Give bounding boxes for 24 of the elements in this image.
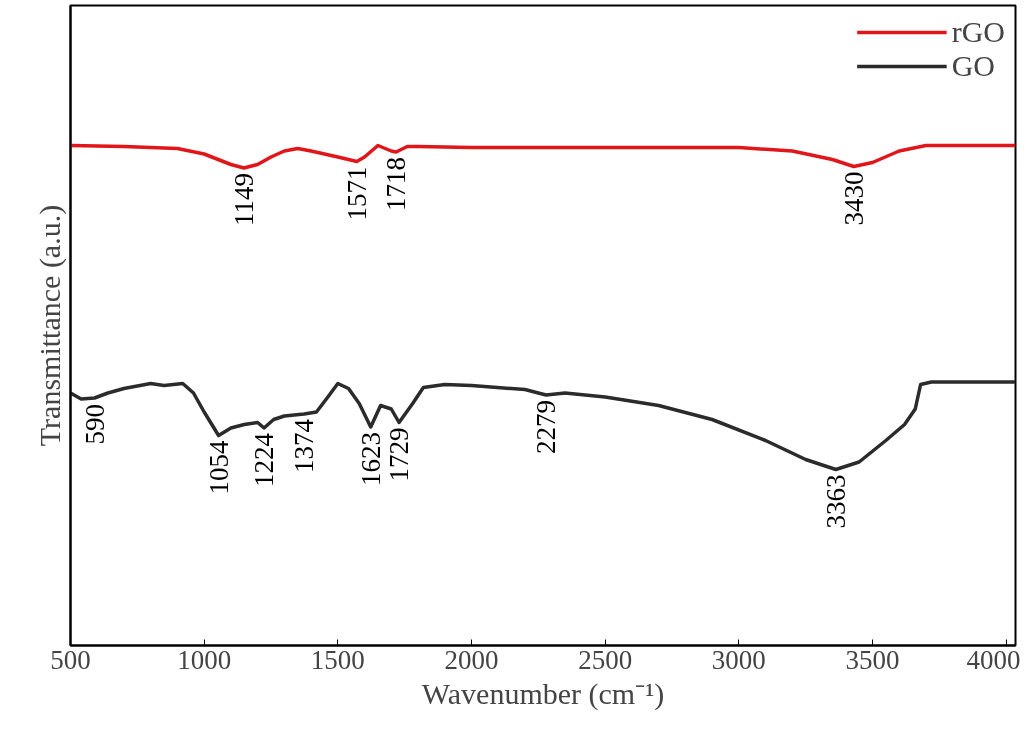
annotation: 3363 (820, 474, 851, 529)
legend-label: rGO (951, 15, 1005, 49)
annotation: 1718 (381, 157, 412, 211)
annotation: 1623 (355, 432, 386, 486)
annotation: 1149 (229, 173, 259, 226)
x-tick-label: 500 (50, 644, 91, 675)
x-tick-label: 3500 (845, 644, 900, 675)
y-axis-title: Transmittance (a.u.) (32, 204, 67, 447)
x-tick-label: 1500 (310, 644, 365, 675)
annotation: 1729 (384, 427, 415, 482)
x-tick-label: 2500 (578, 644, 633, 675)
x-tick-label: 4000 (966, 644, 1021, 675)
annotation: 3430 (838, 171, 869, 226)
x-tick-label: 3000 (711, 644, 766, 675)
annotation: 590 (79, 404, 110, 445)
annotation: 1571 (341, 166, 372, 221)
annotation: 2279 (531, 400, 562, 454)
legend-label: GO (951, 49, 996, 83)
x-tick-label: 1000 (177, 644, 232, 675)
annotation: 1054 (203, 440, 234, 495)
x-axis-title: Wavenumber (cm⁻¹) (421, 676, 665, 711)
annotation: 1374 (289, 418, 320, 473)
annotation: 1224 (249, 432, 280, 487)
x-tick-label: 2000 (444, 644, 499, 675)
